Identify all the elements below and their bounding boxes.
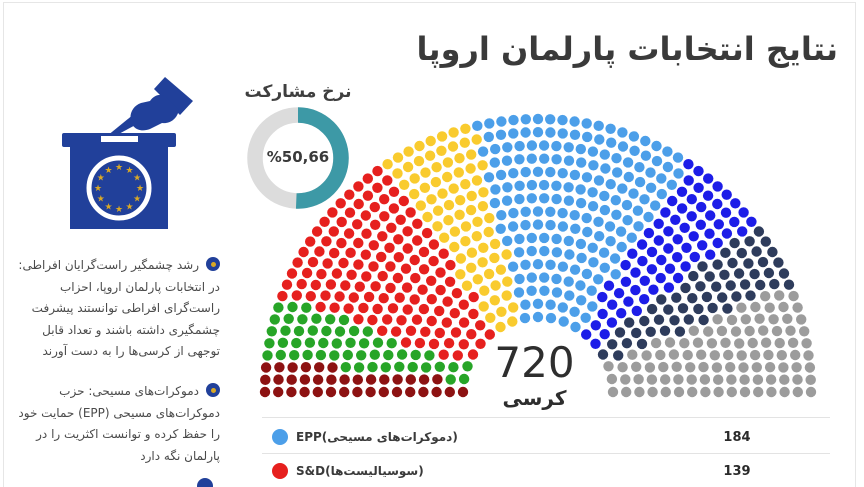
donut-fill-ring: [247, 107, 349, 209]
legend-mid-divider: [262, 453, 830, 454]
svg-text:★: ★: [115, 163, 123, 173]
svg-text:★: ★: [125, 202, 133, 212]
hemicycle-svg: [259, 113, 817, 398]
participation-title: نرخ مشارکت: [244, 82, 352, 102]
bullet-dot-icon: [206, 257, 220, 271]
legend-value-sd: 139: [723, 463, 751, 479]
bullet-text: رشد چشمگیر راست‌گرایان افراطی: در انتخاب…: [18, 258, 220, 358]
legend-value-epp: 184: [723, 429, 751, 445]
legend-label-sd: S&D(سوسیالیست‌ها): [296, 464, 424, 478]
svg-text:★: ★: [94, 184, 102, 194]
svg-text:★: ★: [115, 205, 123, 215]
legend-label-epp: EPP(دموکرات‌های مسیحی): [296, 430, 458, 444]
svg-text:★: ★: [104, 166, 112, 176]
legend-top-divider: [262, 417, 830, 418]
svg-text:★: ★: [136, 184, 144, 194]
parliament-hemicycle-chart: [252, 100, 832, 400]
donut-svg: [247, 107, 349, 209]
participation-donut-chart: [246, 106, 350, 210]
sd-color-dot-icon: [272, 463, 288, 479]
total-seats-number: 720: [494, 338, 575, 387]
bullet-item-epp: دموکرات‌های مسیحی: حزب دموکرات‌های مسیحی…: [6, 381, 220, 467]
svg-text:★: ★: [104, 202, 112, 212]
total-seats-label: کرسی: [502, 386, 567, 410]
eu-stars: ★ ★★★★★★★★★★★: [94, 163, 144, 215]
eu-ballot-box-icon: ★ ★ ★ ★ ★ ★ ★ ★ ★ ★ ★ ★: [44, 76, 196, 236]
epp-color-dot-icon: [272, 429, 288, 445]
bullet-dot-icon: [206, 383, 220, 397]
page-title: نتایج انتخابات پارلمان اروپا: [416, 30, 838, 68]
svg-text:★: ★: [133, 174, 141, 184]
legend-row-epp: EPP(دموکرات‌های مسیحی) 184: [262, 421, 830, 453]
bullet-text: دموکرات‌های مسیحی: حزب دموکرات‌های مسیحی…: [18, 384, 220, 463]
svg-text:★: ★: [125, 166, 133, 176]
svg-text:★: ★: [97, 195, 105, 205]
svg-text:★: ★: [97, 174, 105, 184]
bullet-dot-icon-partial: [197, 478, 213, 487]
svg-text:★: ★: [133, 195, 141, 205]
legend-row-sd: S&D(سوسیالیست‌ها) 139: [262, 455, 830, 487]
participation-value: %50,66: [266, 148, 330, 166]
ballot-box-svg: ★ ★★★★★★★★★★★: [62, 77, 193, 229]
bullet-item-far-right: رشد چشمگیر راست‌گرایان افراطی: در انتخاب…: [6, 255, 220, 363]
